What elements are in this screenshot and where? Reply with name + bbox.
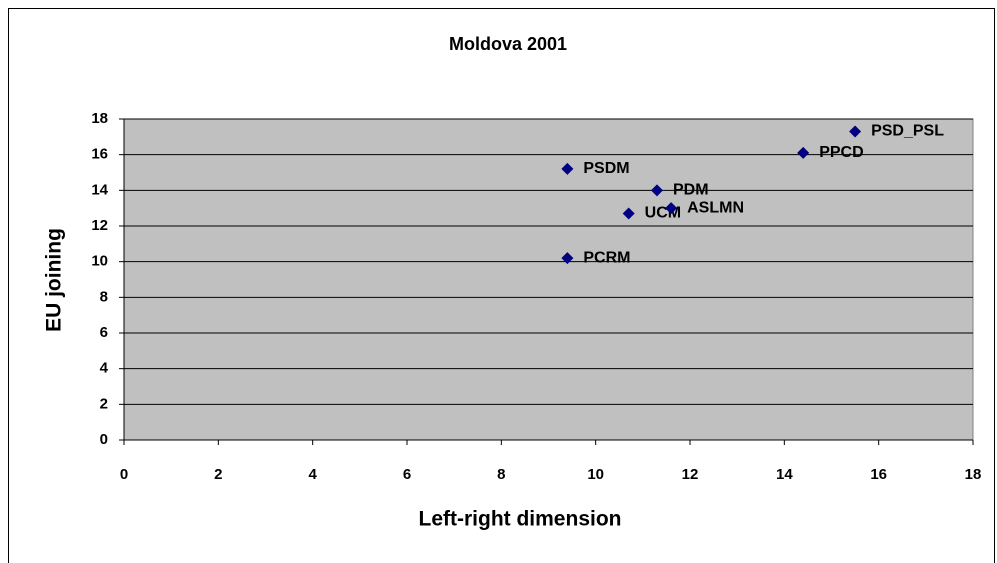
x-tick-label: 10 xyxy=(587,466,604,483)
x-tick-label: 8 xyxy=(497,466,505,483)
y-tick-label: 2 xyxy=(100,395,108,412)
x-axis-label: Left-right dimension xyxy=(419,508,622,531)
y-tick-label: 16 xyxy=(91,146,108,163)
x-tick-label: 6 xyxy=(403,466,411,483)
point xyxy=(561,252,574,265)
point-label: PSD_PSL xyxy=(871,123,944,140)
point-label: PCRM xyxy=(583,249,630,266)
point xyxy=(849,125,862,138)
point-label: ASLMN xyxy=(687,199,744,216)
x-tick-label: 12 xyxy=(682,466,699,483)
point xyxy=(650,184,663,197)
point-label: PSDM xyxy=(583,160,629,177)
y-tick-label: 12 xyxy=(91,217,108,234)
y-tick-label: 14 xyxy=(91,181,108,198)
point xyxy=(797,146,810,159)
y-tick-label: 10 xyxy=(91,253,108,270)
x-tick-label: 18 xyxy=(965,466,982,483)
y-tick-label: 4 xyxy=(100,360,109,377)
x-tick-label: 14 xyxy=(776,466,793,483)
x-tick-label: 2 xyxy=(214,466,222,483)
plot-area xyxy=(123,118,974,441)
y-tick-label: 6 xyxy=(100,324,108,341)
point-label: PPCD xyxy=(819,144,863,161)
y-tick-label: 18 xyxy=(91,110,108,127)
y-tick-label: 0 xyxy=(100,431,108,448)
point xyxy=(622,207,635,220)
chart-title: Moldova 2001 xyxy=(449,34,567,54)
y-axis-label: EU joining xyxy=(43,228,66,332)
x-tick-label: 0 xyxy=(120,466,128,483)
point xyxy=(561,162,574,175)
point xyxy=(665,202,678,215)
x-tick-label: 16 xyxy=(870,466,887,483)
point-label: PDM xyxy=(673,182,709,199)
x-tick-label: 4 xyxy=(308,466,317,483)
y-tick-label: 8 xyxy=(100,288,108,305)
